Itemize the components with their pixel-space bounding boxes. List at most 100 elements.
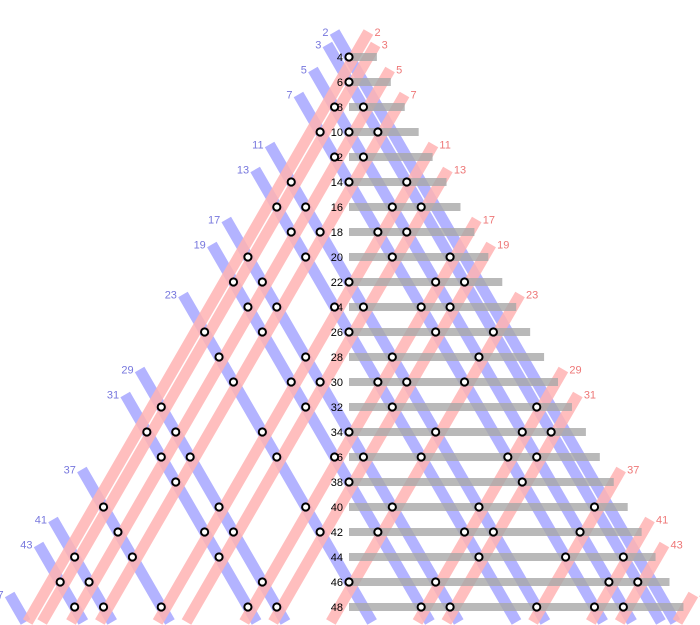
partition-dot-36-23-13: [272, 452, 282, 462]
partition-dot-36-7-29: [503, 452, 513, 462]
partition-dot-44-31-13: [214, 552, 224, 562]
partition-dot-10-5-5: [344, 127, 354, 137]
partition-dot-34-29-5: [171, 427, 181, 437]
partition-dot-48-19-29: [416, 602, 426, 612]
partition-dot-34-23-11: [257, 427, 267, 437]
partition-dot-30-23-7: [228, 377, 239, 387]
right-band-5: [66, 66, 395, 625]
partition-dot-40-23-17: [301, 502, 311, 512]
partition-dot-20-17-3: [243, 252, 253, 262]
even-number-label: 16: [331, 202, 343, 214]
partition-dot-48-37-11: [156, 602, 166, 612]
even-number-label: 44: [331, 552, 343, 564]
partition-dot-34-5-29: [517, 427, 527, 437]
even-row-22: [349, 278, 503, 286]
right-band-37: [528, 466, 626, 625]
even-row-18: [349, 228, 475, 236]
even-number-label: 32: [331, 402, 343, 414]
partition-dot-44-41-3: [70, 552, 80, 562]
partition-dot-12-7-5: [329, 152, 340, 162]
left-prime-label: 41: [35, 515, 47, 527]
left-prime-labels: 23 5 7 11 13 17 19 23 29 31 37 41 43 47: [0, 27, 329, 602]
even-row-40: [349, 503, 628, 511]
partition-dot-28-23-5: [214, 352, 224, 362]
partition-dot-38-7-31: [517, 477, 527, 487]
partition-dot-16-11-5: [301, 202, 311, 212]
right-prime-label: 41: [656, 515, 668, 527]
right-band-2: [22, 29, 374, 625]
partition-dot-24-19-5: [243, 302, 253, 312]
partition-dot-32-13-19: [387, 402, 397, 412]
partition-dot-46-23-23: [344, 577, 354, 587]
partition-dot-40-3-37: [589, 502, 600, 512]
left-band-13: [250, 166, 522, 625]
partition-dot-20-13-7: [301, 252, 311, 262]
partition-dot-34-31-3: [142, 427, 152, 437]
partition-dot-48-17-31: [445, 602, 455, 612]
partition-dot-24-7-17: [416, 302, 426, 312]
partition-dot-42-11-31: [488, 527, 498, 537]
partition-dot-22-11-11: [344, 277, 354, 287]
partition-dot-22-19-3: [228, 277, 239, 287]
right-band-13: [181, 166, 453, 625]
right-prime-label: 2: [374, 27, 380, 39]
partition-dot-26-13-13: [344, 327, 354, 337]
partition-dot-28-11-17: [387, 352, 397, 362]
partition-dot-16-5-11: [387, 202, 397, 212]
partition-dot-20-3-17: [445, 252, 455, 262]
partition-dot-26-3-23: [488, 327, 498, 337]
partition-dot-22-5-17: [431, 277, 441, 287]
partition-dot-42-5-37: [575, 527, 585, 537]
partition-dot-42-23-19: [315, 527, 325, 537]
partition-dot-46-29-17: [257, 577, 267, 587]
even-number-label: 26: [331, 327, 343, 339]
partition-dot-30-7-23: [459, 377, 470, 387]
right-prime-label: 43: [670, 540, 682, 552]
right-prime-label: 19: [497, 240, 509, 252]
right-prime-label: 17: [483, 215, 495, 227]
partition-dot-46-17-29: [431, 577, 441, 587]
even-row-32: [349, 403, 572, 411]
partition-dot-34-17-17: [344, 427, 354, 437]
partition-dot-48-29-19: [272, 602, 282, 612]
even-number-label: 10: [331, 127, 343, 139]
even-row-20: [349, 253, 489, 261]
partition-dot-18-13-5: [286, 227, 296, 237]
partition-dot-10-7-3: [315, 127, 325, 137]
partition-dot-32-19-13: [301, 402, 311, 412]
partition-dot-42-31-11: [200, 527, 210, 537]
even-number-label: 48: [331, 602, 343, 614]
partition-dot-18-11-7: [315, 227, 325, 237]
partition-dot-8-3-5: [358, 102, 369, 112]
partition-dot-48-43-5: [70, 602, 80, 612]
even-row-30: [349, 378, 559, 386]
partition-dot-14-7-7: [344, 177, 354, 187]
partition-dot-36-31-5: [156, 452, 166, 462]
left-prime-label: 29: [121, 365, 133, 377]
left-prime-label: 31: [107, 390, 119, 402]
left-prime-label: 11: [252, 140, 263, 152]
even-number-label: 40: [331, 502, 343, 514]
right-band-47: [672, 591, 699, 625]
partition-dot-36-5-31: [532, 452, 542, 462]
even-number-label: 22: [331, 277, 343, 289]
partition-dot-28-5-23: [474, 352, 484, 362]
left-prime-label: 19: [194, 240, 206, 252]
partition-dot-44-37-7: [127, 552, 137, 562]
even-number-label: 38: [331, 477, 343, 489]
partition-dot-34-3-31: [546, 427, 556, 437]
partition-dot-16-13-3: [272, 202, 282, 212]
partition-dot-30-17-13: [315, 377, 325, 387]
partition-dot-36-13-23: [416, 452, 426, 462]
partition-dot-36-29-7: [185, 452, 195, 462]
even-row-46: [349, 578, 670, 586]
even-number-label: 42: [331, 527, 343, 539]
even-row-10: [349, 128, 419, 136]
partition-dot-40-11-29: [474, 502, 484, 512]
even-row-36: [349, 453, 600, 461]
left-prime-label: 7: [286, 90, 292, 102]
partition-dot-36-19-17: [329, 452, 340, 462]
right-prime-label: 29: [569, 365, 581, 377]
partition-dot-40-29-11: [214, 502, 224, 512]
left-prime-label: 5: [301, 65, 307, 77]
